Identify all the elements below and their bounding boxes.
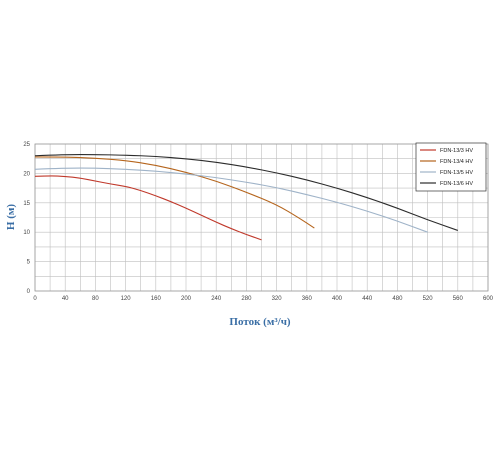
plot-frame xyxy=(34,143,489,292)
chart-series xyxy=(34,154,458,241)
chart-ticks: 0 40 80 120 160 200 240 280 320 360 400 440 480 520 56… xyxy=(23,142,493,302)
series-line-3 xyxy=(34,167,428,233)
y-tick-label: 15 xyxy=(23,201,30,207)
x-tick-label: 560 xyxy=(453,296,464,302)
x-tick-label: 440 xyxy=(362,296,373,302)
legend-label: FDN-13/6 HV xyxy=(440,181,473,187)
series-line-4 xyxy=(34,154,458,231)
y-tick-label: 0 xyxy=(27,289,31,295)
x-tick-label: 400 xyxy=(332,296,343,302)
legend-label: FDN-13/5 HV xyxy=(440,170,473,176)
series-line-2 xyxy=(34,156,315,229)
y-tick-label: 25 xyxy=(23,142,30,148)
x-tick-label: 240 xyxy=(211,296,222,302)
y-tick-label: 10 xyxy=(23,230,30,236)
y-axis-label: H (м) xyxy=(5,204,17,230)
legend-label: FDN-13/3 HV xyxy=(440,148,473,154)
x-tick-label: 40 xyxy=(62,296,69,302)
series-line-1 xyxy=(34,175,262,241)
y-tick-label: 20 xyxy=(23,171,30,177)
x-tick-label: 520 xyxy=(423,296,434,302)
y-tick-label: 5 xyxy=(27,260,31,266)
x-tick-label: 480 xyxy=(392,296,403,302)
x-tick-label: 80 xyxy=(92,296,99,302)
x-tick-label: 120 xyxy=(121,296,132,302)
legend-label: FDN-13/4 HV xyxy=(440,159,473,165)
x-tick-label: 600 xyxy=(483,296,494,302)
x-tick-label: 280 xyxy=(241,296,252,302)
x-tick-label: 320 xyxy=(272,296,283,302)
x-tick-label: 200 xyxy=(181,296,192,302)
legend: FDN-13/3 HV FDN-13/4 HV FDN-13/5 HV FDN-13/… xyxy=(415,142,487,192)
x-tick-label: 160 xyxy=(151,296,162,302)
x-tick-label: 360 xyxy=(302,296,313,302)
x-axis-label: Поток (м³/ч) xyxy=(229,316,290,328)
x-tick-label: 0 xyxy=(33,296,37,302)
